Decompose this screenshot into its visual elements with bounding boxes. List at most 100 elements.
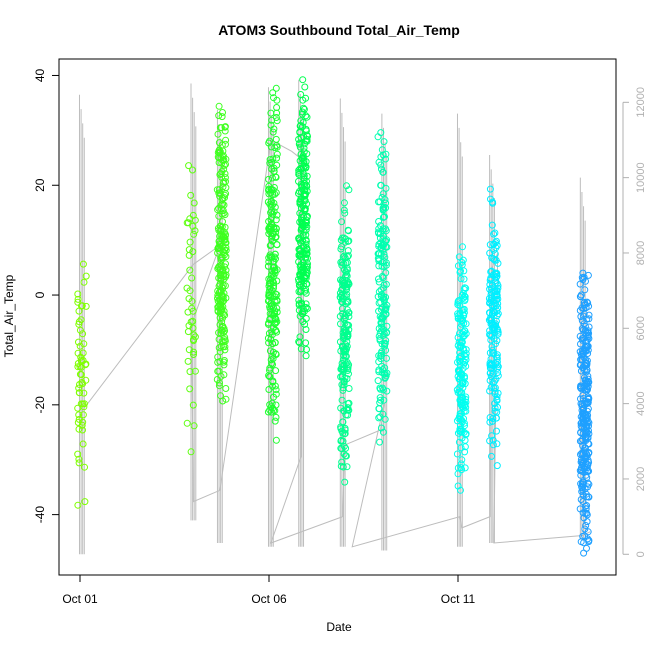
data-point xyxy=(221,211,229,219)
data-point xyxy=(456,310,464,318)
data-point xyxy=(269,324,277,332)
data-point xyxy=(493,307,501,315)
data-point xyxy=(489,370,497,378)
data-point xyxy=(222,253,230,261)
data-point xyxy=(341,328,349,336)
data-point xyxy=(296,245,304,253)
data-point xyxy=(273,154,281,162)
data-point xyxy=(457,460,465,468)
data-point xyxy=(379,151,387,159)
data-point xyxy=(582,346,590,354)
data-point xyxy=(270,284,277,292)
data-point xyxy=(296,200,304,208)
data-point xyxy=(266,200,274,208)
data-point xyxy=(216,240,224,248)
data-point xyxy=(303,200,311,208)
data-point xyxy=(77,371,85,379)
data-point xyxy=(340,346,348,354)
data-point xyxy=(581,525,589,533)
data-point xyxy=(77,356,85,364)
data-point xyxy=(462,430,470,438)
data-point xyxy=(456,413,463,421)
data-point xyxy=(493,269,501,277)
data-point xyxy=(300,154,308,162)
data-point xyxy=(376,438,384,446)
data-point xyxy=(220,358,228,366)
data-point xyxy=(489,436,497,444)
data-point xyxy=(456,427,464,435)
data-point xyxy=(214,130,222,138)
data-point xyxy=(265,275,273,283)
data-point xyxy=(74,450,82,458)
data-point xyxy=(215,344,223,352)
data-point xyxy=(266,406,274,414)
data-point xyxy=(266,251,274,259)
data-point xyxy=(345,321,353,329)
data-point xyxy=(583,474,591,482)
data-point xyxy=(338,359,346,367)
data-point xyxy=(273,241,281,249)
data-point xyxy=(580,305,588,312)
data-point xyxy=(190,422,198,430)
data-point xyxy=(578,403,586,411)
data-point xyxy=(270,312,277,319)
x-tick-label: Oct 11 xyxy=(441,592,476,606)
data-point xyxy=(486,331,494,339)
data-point xyxy=(75,384,83,392)
data-point xyxy=(268,234,276,242)
data-point xyxy=(217,392,224,400)
data-point xyxy=(382,305,390,313)
data-point xyxy=(221,263,229,271)
data-point xyxy=(382,225,389,233)
data-point xyxy=(220,338,227,346)
data-point xyxy=(270,279,277,287)
data-point xyxy=(266,223,274,231)
data-point xyxy=(382,184,390,192)
data-point xyxy=(216,314,224,322)
data-point xyxy=(218,322,226,330)
data-point xyxy=(455,438,463,446)
data-point xyxy=(271,339,279,347)
data-point xyxy=(272,386,280,394)
data-point xyxy=(341,426,349,434)
data-point xyxy=(345,399,353,407)
data-point xyxy=(299,170,307,178)
data-point xyxy=(273,308,281,316)
data-point xyxy=(295,251,303,259)
data-point xyxy=(185,246,193,254)
data-point xyxy=(218,113,226,121)
data-point xyxy=(220,249,228,257)
data-point xyxy=(489,199,497,207)
data-point xyxy=(299,96,307,104)
data-point xyxy=(577,356,585,364)
data-point xyxy=(493,361,501,369)
data-point xyxy=(454,315,462,323)
data-point xyxy=(583,315,591,323)
data-point xyxy=(585,430,593,438)
data-point xyxy=(380,370,388,378)
data-point xyxy=(218,326,226,334)
data-point xyxy=(82,302,90,310)
data-point xyxy=(273,117,281,125)
data-point xyxy=(265,175,273,183)
data-point xyxy=(79,440,87,448)
data-point xyxy=(488,221,496,229)
data-point xyxy=(273,296,281,304)
data-point xyxy=(378,272,386,280)
data-point xyxy=(579,532,587,540)
data-point xyxy=(345,227,352,235)
data-point xyxy=(264,320,272,328)
data-point xyxy=(585,419,593,427)
y-tick-label: -20 xyxy=(33,396,47,414)
data-point xyxy=(492,273,500,281)
data-point xyxy=(189,307,197,315)
data-point xyxy=(581,286,589,294)
data-point xyxy=(379,204,387,212)
data-point xyxy=(302,112,310,120)
data-point xyxy=(584,271,592,279)
data-point xyxy=(265,282,273,290)
data-point xyxy=(488,452,495,460)
data-point xyxy=(583,502,591,509)
data-point xyxy=(459,394,467,402)
data-point xyxy=(218,210,226,218)
